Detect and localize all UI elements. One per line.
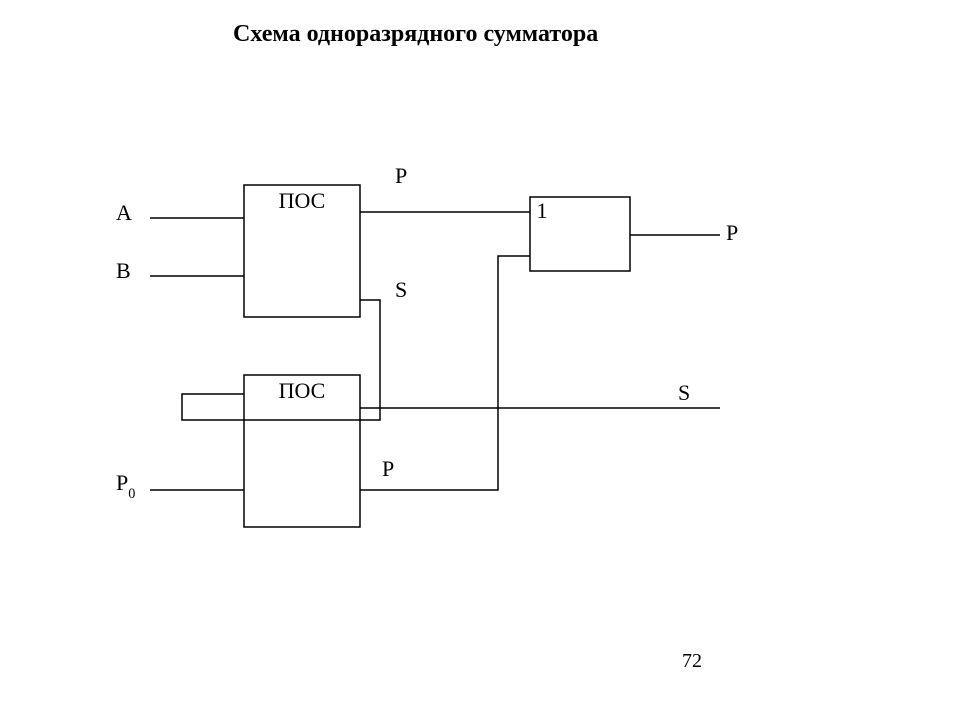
node-label-pos2: ПОС xyxy=(279,378,326,403)
diagram-title: Схема одноразрядного сумматора xyxy=(233,21,598,48)
output-label-s: S xyxy=(678,380,690,406)
diagram-canvas: ПОС ПОС 1 xyxy=(0,0,960,720)
input-label-b: B xyxy=(116,258,131,284)
wire-label-p-top: P xyxy=(395,163,407,189)
output-label-p: P xyxy=(726,220,738,246)
input-label-a: A xyxy=(116,200,132,226)
input-label-p0: P0 xyxy=(116,470,135,500)
wire-label-s-mid: S xyxy=(395,277,407,303)
wire-6 xyxy=(360,256,530,490)
p0-main: P xyxy=(116,470,128,495)
wire-label-p-bottom: P xyxy=(382,456,394,482)
p0-sub: 0 xyxy=(128,486,135,502)
node-label-or1: 1 xyxy=(537,198,548,223)
node-label-pos1: ПОС xyxy=(279,188,326,213)
page-number: 72 xyxy=(682,650,702,673)
